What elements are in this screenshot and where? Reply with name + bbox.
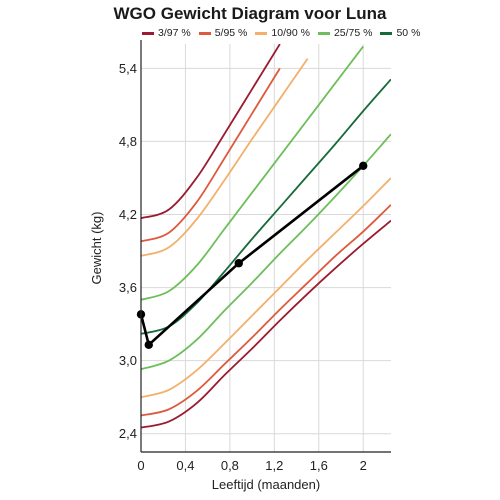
chart-legend: 3/97 % 5/95 % 10/90 % 25/75 % 50 % <box>142 26 420 40</box>
measurement-point <box>144 340 153 350</box>
x-axis-title: Leeftijd (maanden) <box>212 477 320 492</box>
legend-label: 5/95 % <box>214 27 248 39</box>
percentile-curve <box>141 58 309 257</box>
y-tick-label: 3,6 <box>119 280 137 295</box>
x-tick-label: 1,2 <box>265 458 283 473</box>
percentile-curve <box>141 44 281 220</box>
legend-swatch-50 <box>380 31 393 35</box>
measurement-point <box>359 161 368 170</box>
y-tick-label: 4,2 <box>119 207 137 222</box>
percentile-curve <box>141 177 391 399</box>
percentile-curve <box>141 45 364 301</box>
grid <box>140 44 391 452</box>
legend-swatch-3-97 <box>142 31 154 35</box>
x-tick-label: 0,4 <box>176 458 194 473</box>
legend-swatch-25-75 <box>317 31 330 35</box>
y-tick-label: 3,0 <box>119 353 137 368</box>
percentile-curve <box>141 78 391 335</box>
legend-item: 10/90 % <box>255 27 310 39</box>
measurement-series <box>136 161 368 350</box>
measurement-line <box>139 164 365 347</box>
chart-title: WGO Gewicht Diagram voor Luna <box>113 4 387 23</box>
legend-swatch-5-95 <box>198 31 211 35</box>
y-tick-label: 4,8 <box>119 134 137 149</box>
percentile-curves <box>141 44 391 429</box>
legend-item: 50 % <box>380 27 420 39</box>
y-axis-title: Gewicht (kg) <box>89 212 104 285</box>
x-tick-label: 0,8 <box>221 458 239 473</box>
x-tick-label: 2 <box>360 458 367 473</box>
legend-label: 10/90 % <box>271 27 310 39</box>
legend-item: 3/97 % <box>142 27 191 39</box>
legend-label: 3/97 % <box>158 27 191 39</box>
measurement-point <box>234 259 243 268</box>
percentile-curve <box>141 219 391 429</box>
legend-label: 25/75 % <box>333 27 373 39</box>
legend-item: 25/75 % <box>317 27 373 39</box>
percentile-curve <box>141 133 391 371</box>
axes: 0 0,4 0,8 1,2 1,6 2 2,4 3,0 3,6 4,2 4,8 5,4 <box>119 40 391 473</box>
percentile-curve <box>141 67 281 243</box>
x-tick-label: 0 <box>137 458 144 473</box>
percentile-curve <box>141 204 391 417</box>
y-tick-label: 2,4 <box>119 426 137 441</box>
legend-label: 50 % <box>396 27 421 39</box>
legend-item: 5/95 % <box>198 27 248 39</box>
legend-swatch-10-90 <box>255 31 268 35</box>
x-tick-label: 1,6 <box>310 458 328 473</box>
y-tick-label: 5,4 <box>119 61 137 76</box>
